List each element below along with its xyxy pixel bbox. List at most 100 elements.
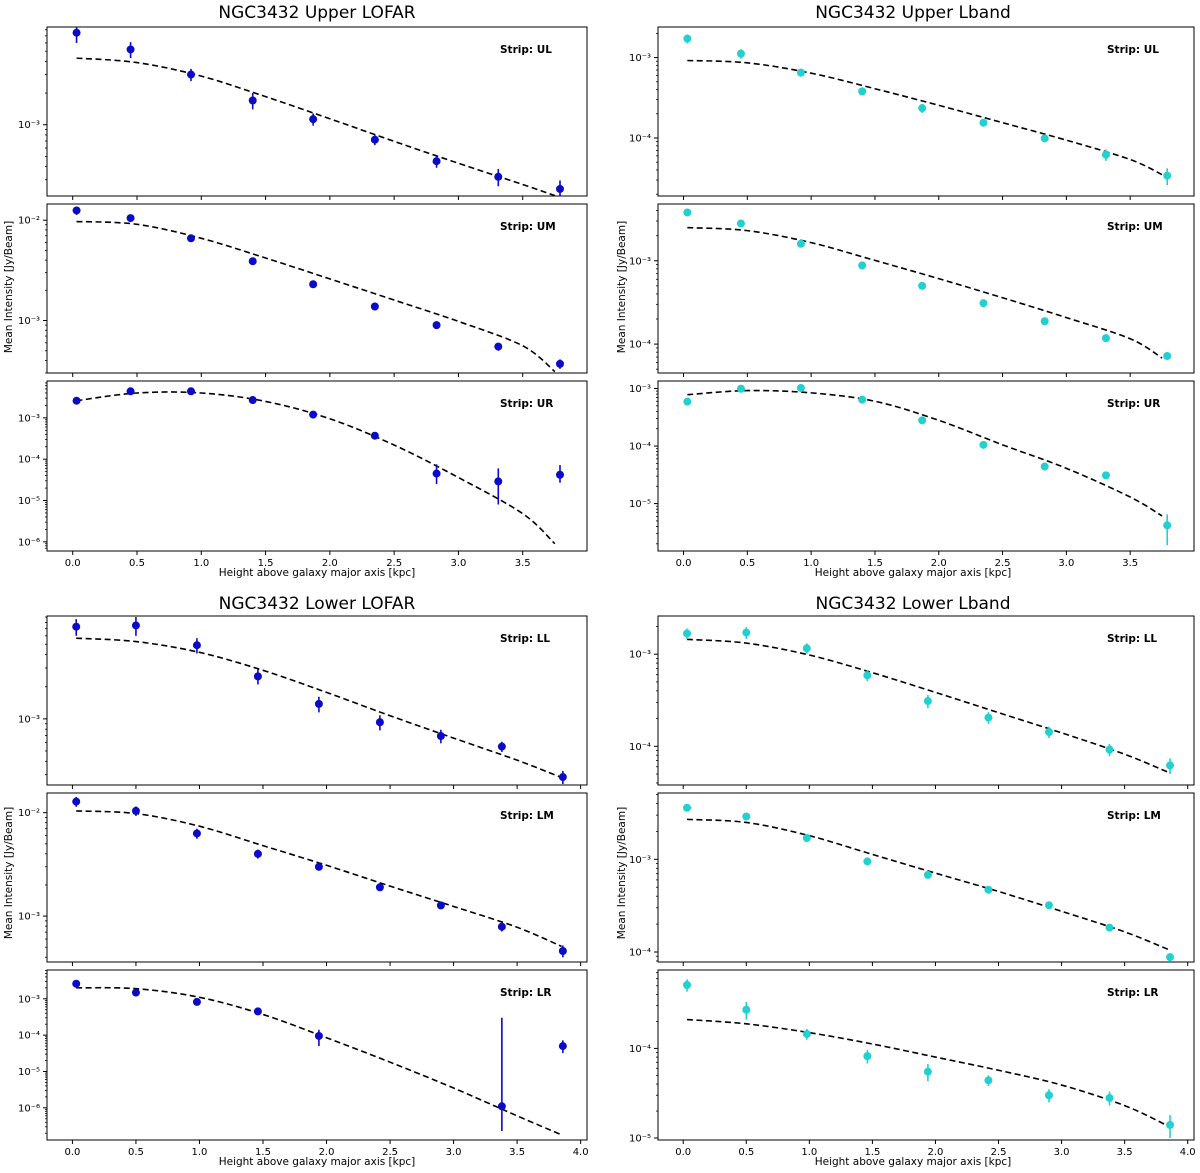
y-tick-label: 10⁻⁵ — [18, 1067, 40, 1078]
y-tick-label: 10⁻⁴ — [629, 442, 651, 453]
data-point — [192, 829, 201, 838]
data-point — [309, 115, 318, 124]
strip-label: Strip: LR — [500, 987, 552, 999]
data-point — [370, 135, 379, 144]
chart-lower-lofar: NGC3432 Lower LOFAR Height above galaxy m… — [3, 594, 589, 1168]
axes-frame — [46, 792, 588, 963]
strip-label: Strip: UL — [500, 44, 552, 56]
y-tick-label: 10⁻³ — [18, 994, 40, 1005]
data-point — [494, 477, 503, 486]
x-tick-label: 2.5 — [991, 1147, 1007, 1158]
y-tick-label: 10⁻³ — [629, 855, 651, 866]
strip-label: Strip: UR — [1107, 398, 1160, 410]
data-point — [436, 732, 445, 741]
data-point — [436, 901, 445, 910]
data-point — [1166, 761, 1175, 770]
y-tick-label: 10⁻⁴ — [629, 340, 651, 351]
data-point — [192, 641, 201, 650]
x-axis-label: Height above galaxy major axis [kpc] — [815, 1156, 1012, 1168]
model-fit-line — [687, 59, 1163, 176]
x-tick-label: 0.5 — [128, 1147, 144, 1158]
data-point — [1163, 171, 1172, 180]
data-point — [683, 803, 692, 812]
x-tick-label: 4.0 — [1180, 1147, 1196, 1158]
data-point — [131, 988, 140, 997]
y-tick-label: 10⁻³ — [18, 714, 40, 725]
data-point — [1163, 521, 1172, 530]
y-tick-label: 10⁻³ — [629, 53, 651, 64]
data-point — [432, 321, 441, 330]
model-fit-line — [76, 220, 556, 373]
data-point — [556, 359, 564, 368]
data-point — [558, 1042, 567, 1051]
data-point — [187, 387, 195, 396]
model-fit-line — [76, 810, 562, 948]
data-point — [683, 397, 692, 406]
data-point — [558, 946, 567, 955]
data-point — [923, 697, 932, 706]
data-point — [72, 396, 81, 405]
x-tick-label: 4.0 — [573, 1147, 589, 1158]
data-point — [248, 96, 257, 105]
y-tick-label: 10⁻³ — [18, 120, 40, 131]
panel-ur: 0.0 0.5 1.0 1.5 2.0 2.5 3.0 3.5 10⁻⁶ 10⁻⁵ 10⁻⁴ 10⁻³… — [18, 380, 588, 569]
data-point — [802, 833, 811, 842]
data-point — [918, 416, 927, 425]
data-point — [494, 172, 503, 181]
axes-frame — [657, 792, 1195, 963]
x-tick-label: 0.0 — [65, 558, 81, 569]
axes-frame — [46, 380, 588, 552]
x-tick-label: 0.0 — [675, 1147, 691, 1158]
x-axis-label: Height above galaxy major axis [kpc] — [219, 567, 416, 579]
x-tick-label: 2.5 — [995, 558, 1011, 569]
data-point — [72, 979, 81, 988]
data-point — [802, 644, 811, 653]
x-tick-label: 1.5 — [867, 558, 883, 569]
y-axis-label: Mean Intensity [Jy/Beam] — [616, 807, 628, 939]
chart-title: NGC3432 Lower LOFAR — [219, 594, 416, 614]
data-point — [1105, 745, 1114, 754]
data-point — [984, 885, 993, 894]
panel-lm: 10⁻⁴ 10⁻³ Strip: LM — [629, 792, 1195, 966]
x-tick-label: 0.5 — [739, 558, 755, 569]
strip-label: Strip: LL — [1107, 633, 1157, 645]
data-point — [72, 622, 81, 631]
data-point — [1166, 953, 1175, 962]
y-tick-label: 10⁻⁶ — [18, 537, 40, 548]
x-tick-label: 3.0 — [1054, 1147, 1070, 1158]
x-tick-label: 1.0 — [193, 558, 209, 569]
y-tick-label: 10⁻⁴ — [18, 455, 40, 466]
axes-frame — [657, 615, 1195, 786]
strip-label: Strip: LL — [500, 633, 550, 645]
data-point — [187, 70, 195, 79]
data-point — [736, 219, 745, 228]
data-point — [309, 280, 318, 289]
y-tick-label: 10⁻⁴ — [18, 1031, 40, 1042]
data-point — [556, 470, 564, 479]
x-tick-label: 1.5 — [864, 1147, 880, 1158]
data-point — [923, 870, 932, 879]
x-tick-label: 0.5 — [129, 558, 145, 569]
x-tick-label: 3.5 — [509, 1147, 525, 1158]
data-point — [1044, 727, 1053, 736]
data-point — [375, 718, 384, 727]
axes-frame — [46, 615, 588, 786]
x-tick-label: 1.5 — [258, 558, 274, 569]
axes-frame — [657, 203, 1195, 374]
data-point — [683, 34, 692, 43]
chart-lower-lband: NGC3432 Lower Lband Height above galaxy m… — [616, 594, 1196, 1168]
data-point — [131, 621, 140, 630]
data-point — [558, 773, 567, 782]
data-point — [683, 629, 692, 638]
data-point — [984, 713, 993, 722]
y-tick-label: 10⁻³ — [629, 256, 651, 267]
y-tick-label: 10⁻³ — [18, 316, 40, 327]
x-tick-label: 3.0 — [450, 558, 466, 569]
y-axis-label: Mean Intensity [Jy/Beam] — [3, 807, 15, 939]
chart-title: NGC3432 Lower Lband — [815, 594, 1010, 614]
data-point — [187, 234, 195, 243]
y-tick-label: 10⁻³ — [629, 650, 651, 661]
x-tick-label: 3.5 — [1122, 558, 1138, 569]
y-tick-label: 10⁻³ — [18, 912, 40, 923]
data-point — [253, 1007, 262, 1016]
